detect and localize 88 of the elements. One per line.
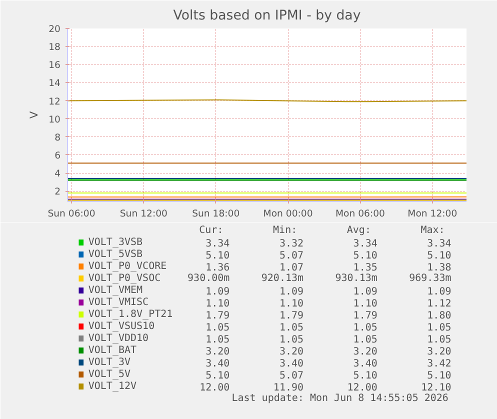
text: 1.05 [206, 322, 230, 334]
x-tick-label: Sun 12:00 [120, 208, 168, 220]
text: 3.20 [279, 346, 304, 358]
legend-label: VOLT_5V [88, 369, 131, 380]
text: 12.00 [347, 382, 378, 394]
text: 3.40 [206, 358, 230, 370]
legend-label: VOLT_3VSB [88, 237, 143, 248]
legend-label: VOLT_P0_VSOC [88, 273, 161, 284]
y-axis-title: V [28, 110, 41, 119]
text: 1.38 [427, 262, 452, 274]
y-tick-label: 18 [48, 42, 61, 54]
legend-label: VOLT_VMEM [88, 285, 143, 296]
text: 1.79 [279, 310, 304, 322]
legend-label: VOLT_VMISC [88, 297, 149, 308]
text: 930.00m [188, 273, 230, 284]
text: 1.10 [353, 298, 378, 310]
text: 969.33m [409, 273, 452, 284]
text: 1.05 [427, 334, 452, 346]
text: 1.10 [206, 298, 230, 310]
text: 5.10 [206, 250, 230, 262]
text: 5.07 [279, 250, 304, 262]
text: 1.05 [353, 334, 378, 346]
text: 1.79 [206, 310, 230, 322]
text: Avg: [346, 225, 371, 236]
text: 1.12 [427, 298, 452, 310]
x-tick-label: Mon 06:00 [335, 208, 386, 220]
y-tick-label: 10 [48, 114, 61, 126]
text: 1.36 [206, 262, 230, 274]
y-tick-label: 12 [48, 96, 61, 108]
legend-label: VOLT_3V [88, 357, 131, 368]
text: 3.34 [427, 238, 452, 250]
y-tick-label: 4 [54, 168, 61, 180]
text: 3.20 [353, 346, 378, 358]
chart-title: Volts based on IPMI - by day [173, 8, 361, 24]
text: Max: [420, 225, 445, 236]
legend-label: VOLT_1.8V_PT21 [88, 309, 173, 320]
y-tick-label: 6 [54, 150, 61, 162]
x-tick-label: Mon 12:00 [408, 208, 458, 220]
text: 1.35 [353, 262, 378, 274]
text: 5.10 [353, 250, 378, 262]
text: 12.10 [421, 382, 452, 394]
text: 1.09 [279, 286, 304, 298]
legend-label: VOLT_12V [88, 381, 137, 392]
text: 1.07 [279, 262, 304, 274]
text: 920.13m [261, 273, 304, 284]
text: 1.05 [279, 334, 304, 346]
y-tick-label: 20 [48, 24, 61, 35]
y-tick-label: 14 [48, 78, 61, 90]
text: 1.10 [279, 298, 304, 310]
text: 1.05 [353, 322, 378, 334]
y-tick-label: 2 [54, 186, 61, 198]
legend-label: VOLT_VDD10 [88, 333, 149, 344]
legend-label: VOLT_5VSB [88, 249, 143, 260]
text: 3.20 [427, 346, 452, 358]
text: 3.40 [279, 358, 304, 370]
text: 5.10 [353, 370, 378, 382]
text: 5.10 [427, 250, 452, 262]
text: 5.10 [206, 370, 230, 382]
text: 1.79 [353, 310, 378, 322]
text: 3.34 [206, 238, 230, 250]
text: 5.07 [279, 370, 304, 382]
legend-label: VOLT_BAT [88, 345, 137, 356]
y-tick-label: 8 [54, 132, 61, 144]
text: Cur: [199, 225, 224, 236]
text: 3.42 [427, 358, 452, 370]
text: 930.13m [335, 273, 378, 284]
x-tick-label: Sun 06:00 [48, 208, 96, 220]
text: 5.10 [427, 370, 452, 382]
text: 12.00 [200, 382, 230, 394]
text: 1.09 [206, 286, 230, 298]
text: 3.20 [206, 346, 230, 358]
x-tick-label: Mon 00:00 [263, 208, 313, 220]
text: 1.05 [279, 322, 304, 334]
text: 1.09 [353, 286, 378, 298]
text: 3.40 [353, 358, 378, 370]
y-tick-label: 16 [48, 60, 61, 72]
text: 11.90 [273, 382, 304, 394]
legend-label: VOLT_P0_VCORE [88, 261, 167, 272]
text: 1.09 [427, 286, 452, 298]
text: 1.05 [206, 334, 230, 346]
text: Min: [273, 225, 298, 236]
text: 3.34 [353, 238, 378, 250]
legend-label: VOLT_VSUS10 [88, 321, 155, 332]
x-tick-label: Sun 18:00 [192, 208, 240, 220]
text: 1.05 [427, 322, 452, 334]
text: 3.32 [279, 238, 304, 250]
text: 1.80 [427, 310, 452, 322]
text: Last update: Mon Jun 8 14:55:05 2026 [232, 393, 448, 404]
